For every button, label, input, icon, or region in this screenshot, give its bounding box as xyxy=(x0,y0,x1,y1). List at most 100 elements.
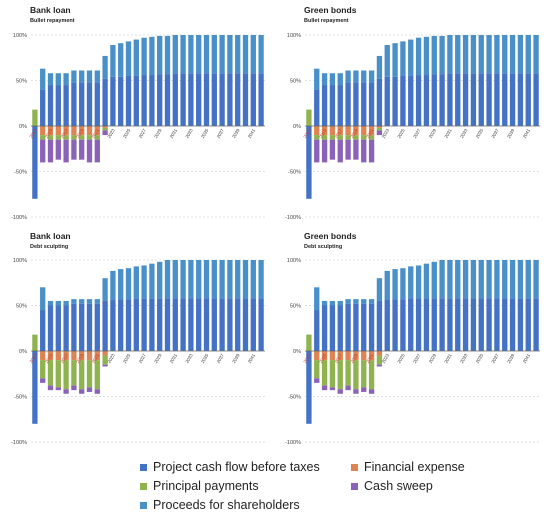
bar-segment-cash-sweep xyxy=(86,387,93,392)
bar-segment-cash-sweep xyxy=(376,130,383,136)
x-tick-label: 2037 xyxy=(490,128,500,140)
bar-segment-cash-sweep xyxy=(345,385,351,391)
bar-segment-project-cash-flow xyxy=(306,126,312,199)
bar-segment-project-cash-flow xyxy=(141,298,147,351)
bar-segment-project-cash-flow xyxy=(502,298,508,351)
bar-segment-project-cash-flow xyxy=(133,298,139,351)
bar-segment-principal-payments xyxy=(353,135,359,140)
bar-segment-proceeds-shareholders xyxy=(376,278,383,301)
bar-segment-proceeds-shareholders xyxy=(384,45,390,77)
bar-segment-project-cash-flow xyxy=(494,73,500,126)
x-tick-label: 2037 xyxy=(216,128,226,140)
bar-segment-financial-expense xyxy=(86,351,93,361)
x-tick-label: 2039 xyxy=(231,128,241,140)
bar-segment-proceeds-shareholders xyxy=(431,261,437,299)
bar-segment-project-cash-flow xyxy=(392,299,398,351)
bar-segment-project-cash-flow xyxy=(509,298,516,351)
bar-segment-financial-expense xyxy=(55,126,61,136)
legend-item-proceeds-shareholders: Proceeds for shareholders xyxy=(140,498,300,512)
bar-segment-financial-expense xyxy=(337,126,343,136)
bar-segment-principal-payments xyxy=(40,135,46,140)
bar-segment-cash-sweep xyxy=(337,389,343,394)
legend-label: Project cash flow before taxes xyxy=(153,460,320,474)
bar-segment-project-cash-flow xyxy=(258,73,264,126)
bar-segment-project-cash-flow xyxy=(102,78,108,126)
bar-segment-project-cash-flow xyxy=(63,305,69,351)
bar-segment-project-cash-flow xyxy=(408,75,414,126)
bar-segment-project-cash-flow xyxy=(180,298,186,351)
bar-segment-principal-payments xyxy=(368,135,375,140)
bar-segment-principal-payments xyxy=(376,355,383,365)
x-tick-label: 2031 xyxy=(169,128,179,140)
bar-segment-principal-payments xyxy=(321,135,328,140)
bar-segment-financial-expense xyxy=(55,351,61,361)
x-tick-label: 2015 xyxy=(318,353,328,365)
bar-segment-proceeds-shareholders xyxy=(133,39,139,76)
bar-segment-proceeds-shareholders xyxy=(509,35,516,74)
bar-segment-project-cash-flow xyxy=(164,298,171,351)
bar-segment-principal-payments xyxy=(86,135,93,140)
bar-segment-proceeds-shareholders xyxy=(118,269,124,300)
bar-segment-proceeds-shareholders xyxy=(40,287,46,311)
bar-segment-proceeds-shareholders xyxy=(141,265,147,299)
bar-segment-project-cash-flow xyxy=(361,82,367,126)
bar-segment-proceeds-shareholders xyxy=(250,260,256,299)
bar-segment-project-cash-flow xyxy=(196,298,202,351)
x-tick-label: 2035 xyxy=(475,128,485,140)
chart-subtitle: Debt sculpting xyxy=(30,244,68,250)
bar-segment-project-cash-flow xyxy=(423,298,430,351)
bar-segment-principal-payments xyxy=(314,360,320,379)
bar-segment-proceeds-shareholders xyxy=(133,266,139,299)
bar-segment-cash-sweep xyxy=(329,387,336,391)
bar-segment-proceeds-shareholders xyxy=(361,70,367,83)
bar-segment-cash-sweep xyxy=(102,364,108,367)
bar-segment-cash-sweep xyxy=(71,139,77,160)
bar-segment-project-cash-flow xyxy=(55,85,61,126)
bar-segment-principal-payments xyxy=(102,127,108,131)
bar-segment-principal-payments xyxy=(71,360,77,386)
bar-segment-proceeds-shareholders xyxy=(242,260,249,299)
bar-segment-cash-sweep xyxy=(86,139,93,163)
bar-segment-proceeds-shareholders xyxy=(235,35,241,74)
x-tick-label: 2041 xyxy=(522,353,532,365)
x-tick-label: 2017 xyxy=(60,353,70,365)
x-tick-label: 2027 xyxy=(412,353,422,365)
bar-segment-proceeds-shareholders xyxy=(203,35,210,74)
bar-segment-project-cash-flow xyxy=(376,300,383,351)
bar-segment-proceeds-shareholders xyxy=(242,35,249,74)
bar-segment-project-cash-flow xyxy=(470,298,477,351)
x-tick-label: 2037 xyxy=(490,353,500,365)
bar-segment-proceeds-shareholders xyxy=(63,73,69,86)
bar-segment-project-cash-flow xyxy=(235,298,241,351)
bar-segment-proceeds-shareholders xyxy=(353,299,359,304)
chart-title: Green bonds xyxy=(304,5,357,15)
bar-segment-proceeds-shareholders xyxy=(180,35,186,74)
bar-segment-principal-payments xyxy=(329,360,336,388)
bar-segment-proceeds-shareholders xyxy=(196,35,202,74)
bar-segment-project-cash-flow xyxy=(415,298,422,351)
bar-segment-proceeds-shareholders xyxy=(337,73,343,86)
bar-segment-cash-sweep xyxy=(353,389,359,394)
bar-segment-project-cash-flow xyxy=(71,303,77,351)
x-tick-label: 2013 xyxy=(28,128,38,140)
x-tick-label: 2029 xyxy=(153,353,163,365)
bar-segment-project-cash-flow xyxy=(533,73,539,126)
chart-subtitle: Bullet repayment xyxy=(30,18,75,24)
legend-item-cash-sweep: Cash sweep xyxy=(351,479,433,493)
bar-segment-proceeds-shareholders xyxy=(180,260,186,299)
bar-segment-proceeds-shareholders xyxy=(486,260,492,299)
bar-segment-proceeds-shareholders xyxy=(71,70,77,83)
bar-segment-proceeds-shareholders xyxy=(337,300,343,306)
bar-segment-project-cash-flow xyxy=(188,298,194,351)
bar-segment-proceeds-shareholders xyxy=(125,268,132,300)
bar-segment-cash-sweep xyxy=(47,385,54,391)
bar-segment-financial-expense xyxy=(376,126,383,128)
bar-segment-project-cash-flow xyxy=(439,298,445,351)
legend-swatch xyxy=(140,501,147,509)
bar-segment-financial-expense xyxy=(337,351,343,361)
x-tick-label: 2033 xyxy=(459,128,469,140)
bar-segment-proceeds-shareholders xyxy=(79,299,85,304)
bar-segment-principal-payments xyxy=(47,135,54,140)
bar-segment-project-cash-flow xyxy=(502,73,508,126)
